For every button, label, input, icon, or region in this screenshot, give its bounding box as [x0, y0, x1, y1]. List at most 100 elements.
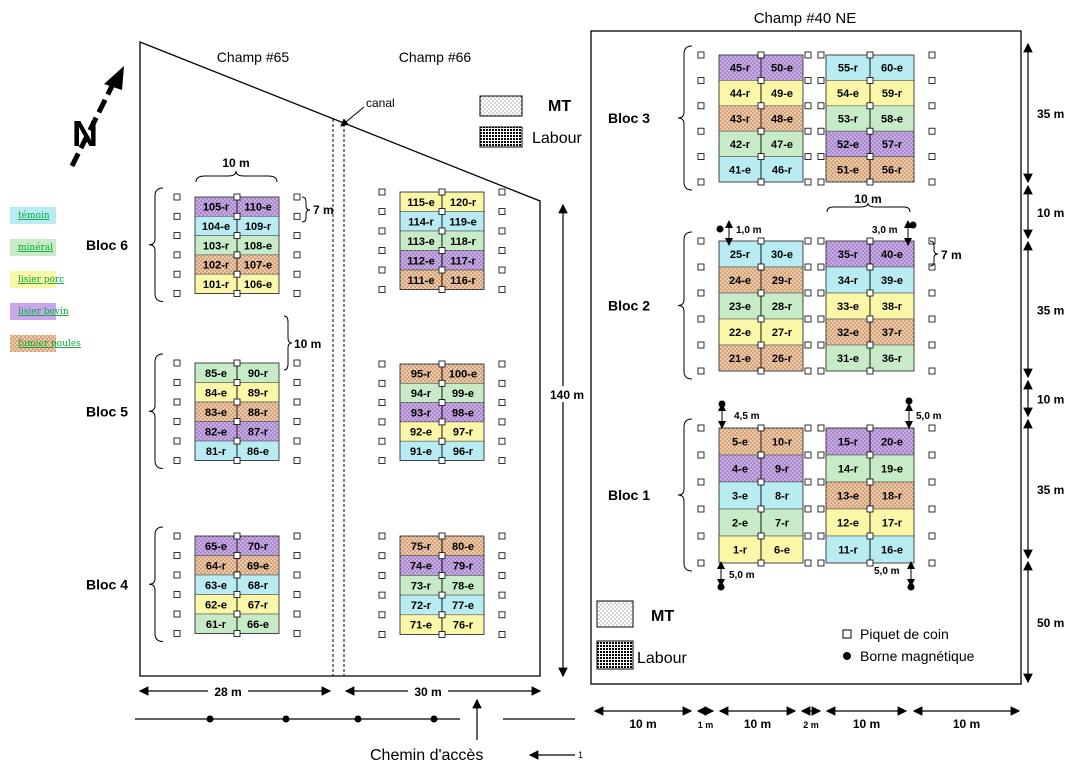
plot-cell: 42-r: [718, 130, 762, 157]
corner-stake: [293, 359, 301, 367]
plot-cell: 81-r: [194, 440, 238, 461]
corner-stake: [498, 437, 506, 445]
plot-label: 16-e: [881, 545, 903, 557]
plot-block: 75-r 74-e 73-r 72-r 71-e 80-e 79-r 78-e 77-e 76-r: [378, 532, 506, 638]
plot-cell: 95-r: [399, 363, 443, 384]
plot-cell: 120-r: [441, 191, 485, 212]
plot-label: 36-r: [882, 353, 903, 365]
plot-cell: 57-r: [869, 130, 915, 157]
svg-text:canal: canal: [366, 96, 395, 110]
corner-stake: [928, 153, 936, 161]
plot-label: 115-e: [407, 197, 435, 209]
corner-stake: [378, 266, 386, 274]
plot-label: 116-r: [450, 275, 476, 287]
plot-cell: 76-r: [441, 614, 485, 635]
plot-cell: 60-e: [869, 54, 915, 81]
corner-stake: [928, 102, 936, 110]
plot-cell: 92-e: [399, 421, 443, 442]
corner-stake: [928, 289, 936, 297]
plot-label: 95-r: [411, 369, 432, 381]
corner-stake: [817, 341, 825, 349]
dimension-30m: 30 m: [344, 683, 542, 699]
corner-stake: [804, 505, 812, 513]
plot-cell: 35-r: [825, 240, 871, 268]
legend-item-p: lisier porc: [10, 271, 64, 288]
corner-stake: [928, 505, 936, 513]
plot-label: 113-e: [407, 236, 435, 248]
plot-cell: 53-r: [825, 105, 871, 132]
dimension-10m-gap: 10 m: [283, 315, 321, 371]
legend-item-m: minéral: [10, 239, 56, 256]
right-dimension: 50 m: [1023, 560, 1064, 684]
plot-cell: 3-e: [718, 481, 762, 510]
bloc-name: Bloc 4: [86, 576, 128, 592]
corner-stake: [498, 418, 506, 426]
plot-cell: 22-e: [718, 318, 762, 346]
plot-cell: 32-e: [825, 318, 871, 346]
plot-cell: 108-e: [236, 235, 280, 256]
corner-stake: [293, 610, 301, 618]
plot-cell: 36-r: [869, 344, 915, 372]
corner-stake: [173, 610, 181, 618]
corner-stake: [817, 478, 825, 486]
corner-stake: [173, 532, 181, 540]
corner-stake: [498, 286, 506, 293]
svg-text:30 m: 30 m: [414, 685, 441, 699]
plot-cell: 26-r: [760, 344, 804, 372]
svg-text:10 m: 10 m: [744, 717, 771, 731]
plot-label: 8-r: [775, 491, 790, 503]
corner-stake: [498, 552, 506, 560]
corner-stake: [817, 102, 825, 110]
bottom-dimension: 10 m: [912, 706, 1021, 731]
plot-cell: 43-r: [718, 105, 762, 132]
svg-text:10 m: 10 m: [953, 717, 980, 731]
plot-cell: 55-r: [825, 54, 871, 81]
corner-stake: [498, 532, 506, 540]
plot-label: 76-r: [453, 620, 474, 632]
corner-stake: [928, 51, 936, 59]
plot-cell: 113-e: [399, 230, 443, 251]
corner-stake: [817, 237, 825, 245]
corner-stake: [498, 360, 506, 368]
corner-stake: [697, 532, 705, 540]
plot-cell: 15-r: [825, 427, 871, 456]
plot-cell: 6-e: [760, 535, 804, 564]
corner-stake: [697, 289, 705, 297]
access-road: Chemin d'accès 1: [135, 698, 583, 764]
plot-label: 52-e: [837, 139, 859, 151]
plot-label: 81-r: [206, 446, 227, 458]
plot-cell: 77-e: [441, 594, 485, 616]
corner-stake: [928, 367, 936, 375]
plot-label: 48-e: [771, 114, 793, 126]
plot-cell: 103-r: [194, 235, 238, 256]
corner-stake: [817, 532, 825, 540]
plot-label: 1-r: [733, 545, 748, 557]
plot-block: 65-e 64-r 63-e 62-e 61-r 70-r 69-e 68-r 67-r 66-e…: [86, 526, 301, 642]
corner-stake: [697, 51, 705, 59]
plot-cell: 29-r: [760, 266, 804, 294]
corner-stake: [378, 247, 386, 254]
corner-stake: [378, 457, 386, 464]
legend-label: témoin: [18, 210, 50, 221]
plot-cell: 69-e: [236, 555, 280, 576]
plot-cell: 101-r: [194, 273, 238, 294]
plot-cell: 89-r: [236, 382, 280, 403]
plot-label: 14-r: [838, 464, 859, 476]
bloc-name: Bloc 2: [608, 298, 650, 314]
corner-stake: [804, 263, 812, 271]
plot-cell: 50-e: [760, 54, 804, 81]
plot-label: 28-r: [772, 301, 793, 313]
dimension-10m-top: 10 m: [195, 156, 278, 183]
plot-cell: 16-e: [869, 535, 915, 564]
plot-label: 110-e: [244, 202, 272, 214]
plot-label: 2-e: [732, 518, 748, 530]
corner-stake: [293, 290, 301, 297]
plot-label: 70-r: [248, 541, 269, 553]
plot-cell: 86-e: [236, 440, 280, 461]
corner-stake: [378, 399, 386, 407]
plot-cell: 37-r: [869, 318, 915, 346]
svg-text:Piquet de coin: Piquet de coin: [860, 626, 949, 642]
plot-cell: 78-e: [441, 575, 485, 596]
plot-cell: 93-r: [399, 402, 443, 423]
corner-stake: [697, 451, 705, 459]
